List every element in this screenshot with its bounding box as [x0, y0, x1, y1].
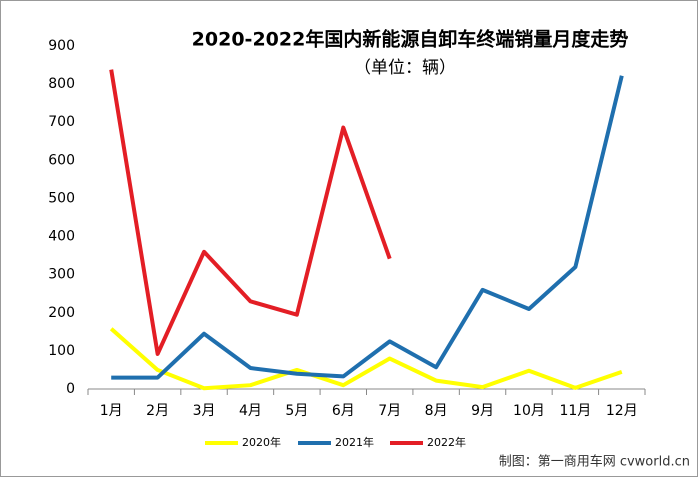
y-tick-label: 300 — [48, 267, 75, 283]
series-line — [109, 327, 623, 391]
y-tick-label: 600 — [48, 152, 75, 168]
x-tick-label: 4月 — [239, 403, 262, 419]
x-tick-label: 2月 — [146, 403, 169, 419]
y-tick-label: 400 — [48, 229, 75, 245]
y-tick-label: 200 — [48, 305, 75, 321]
legend-label: 2021年 — [335, 435, 374, 449]
x-tick-label: 8月 — [425, 403, 448, 419]
footer: 制图：第一商用车网 cvworld.cn — [499, 454, 690, 470]
chart-subtitle: （单位：辆） — [354, 58, 456, 78]
x-tick-label: 9月 — [471, 403, 494, 419]
x-tick-label: 1月 — [100, 403, 123, 419]
legend-label: 2022年 — [427, 435, 466, 449]
y-tick-label: 0 — [66, 381, 75, 397]
x-tick-label: 12月 — [606, 403, 638, 419]
x-tick-label: 11月 — [559, 403, 591, 419]
y-tick-label: 100 — [48, 343, 75, 359]
chart-title: 2020-2022年国内新能源自卸车终端销量月度走势 — [192, 28, 629, 51]
x-tick-label: 5月 — [285, 403, 308, 419]
x-tick-label: 3月 — [193, 403, 216, 419]
y-tick-label: 900 — [48, 38, 75, 54]
y-tick-label: 500 — [48, 190, 75, 206]
x-tick-label: 6月 — [332, 403, 355, 419]
y-tick-label: 700 — [48, 114, 75, 130]
y-tick-label: 800 — [48, 76, 75, 92]
x-tick-label: 7月 — [378, 403, 401, 419]
legend-label: 2020年 — [242, 435, 281, 449]
series-line — [111, 75, 624, 380]
series-line — [109, 69, 392, 356]
x-tick-label: 10月 — [513, 403, 545, 419]
